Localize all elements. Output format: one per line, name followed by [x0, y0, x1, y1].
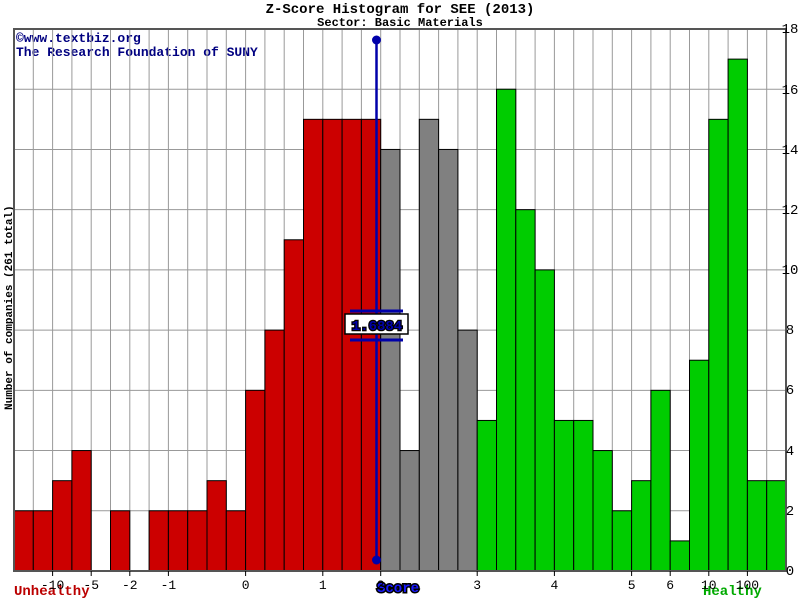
svg-text:14: 14	[782, 143, 799, 159]
svg-text:5: 5	[628, 578, 636, 593]
svg-text:10: 10	[782, 263, 799, 279]
svg-text:8: 8	[786, 323, 794, 339]
svg-text:12: 12	[782, 203, 799, 219]
svg-text:0: 0	[242, 578, 250, 593]
svg-text:1: 1	[319, 578, 327, 593]
svg-text:18: 18	[782, 22, 799, 38]
svg-text:0: 0	[786, 564, 794, 580]
svg-text:4: 4	[550, 578, 558, 593]
svg-text:2: 2	[786, 504, 794, 520]
svg-text:6: 6	[786, 383, 794, 399]
svg-text:16: 16	[782, 83, 799, 99]
svg-text:100: 100	[736, 578, 759, 593]
svg-text:3: 3	[473, 578, 481, 593]
svg-text:10: 10	[701, 578, 717, 593]
svg-text:-10: -10	[41, 578, 64, 593]
svg-text:-2: -2	[122, 578, 138, 593]
svg-text:-1: -1	[161, 578, 177, 593]
svg-text:4: 4	[786, 444, 794, 460]
svg-text:1.6884: 1.6884	[352, 319, 402, 335]
svg-text:-5: -5	[83, 578, 99, 593]
svg-text:6: 6	[666, 578, 674, 593]
svg-text:2: 2	[377, 578, 385, 593]
